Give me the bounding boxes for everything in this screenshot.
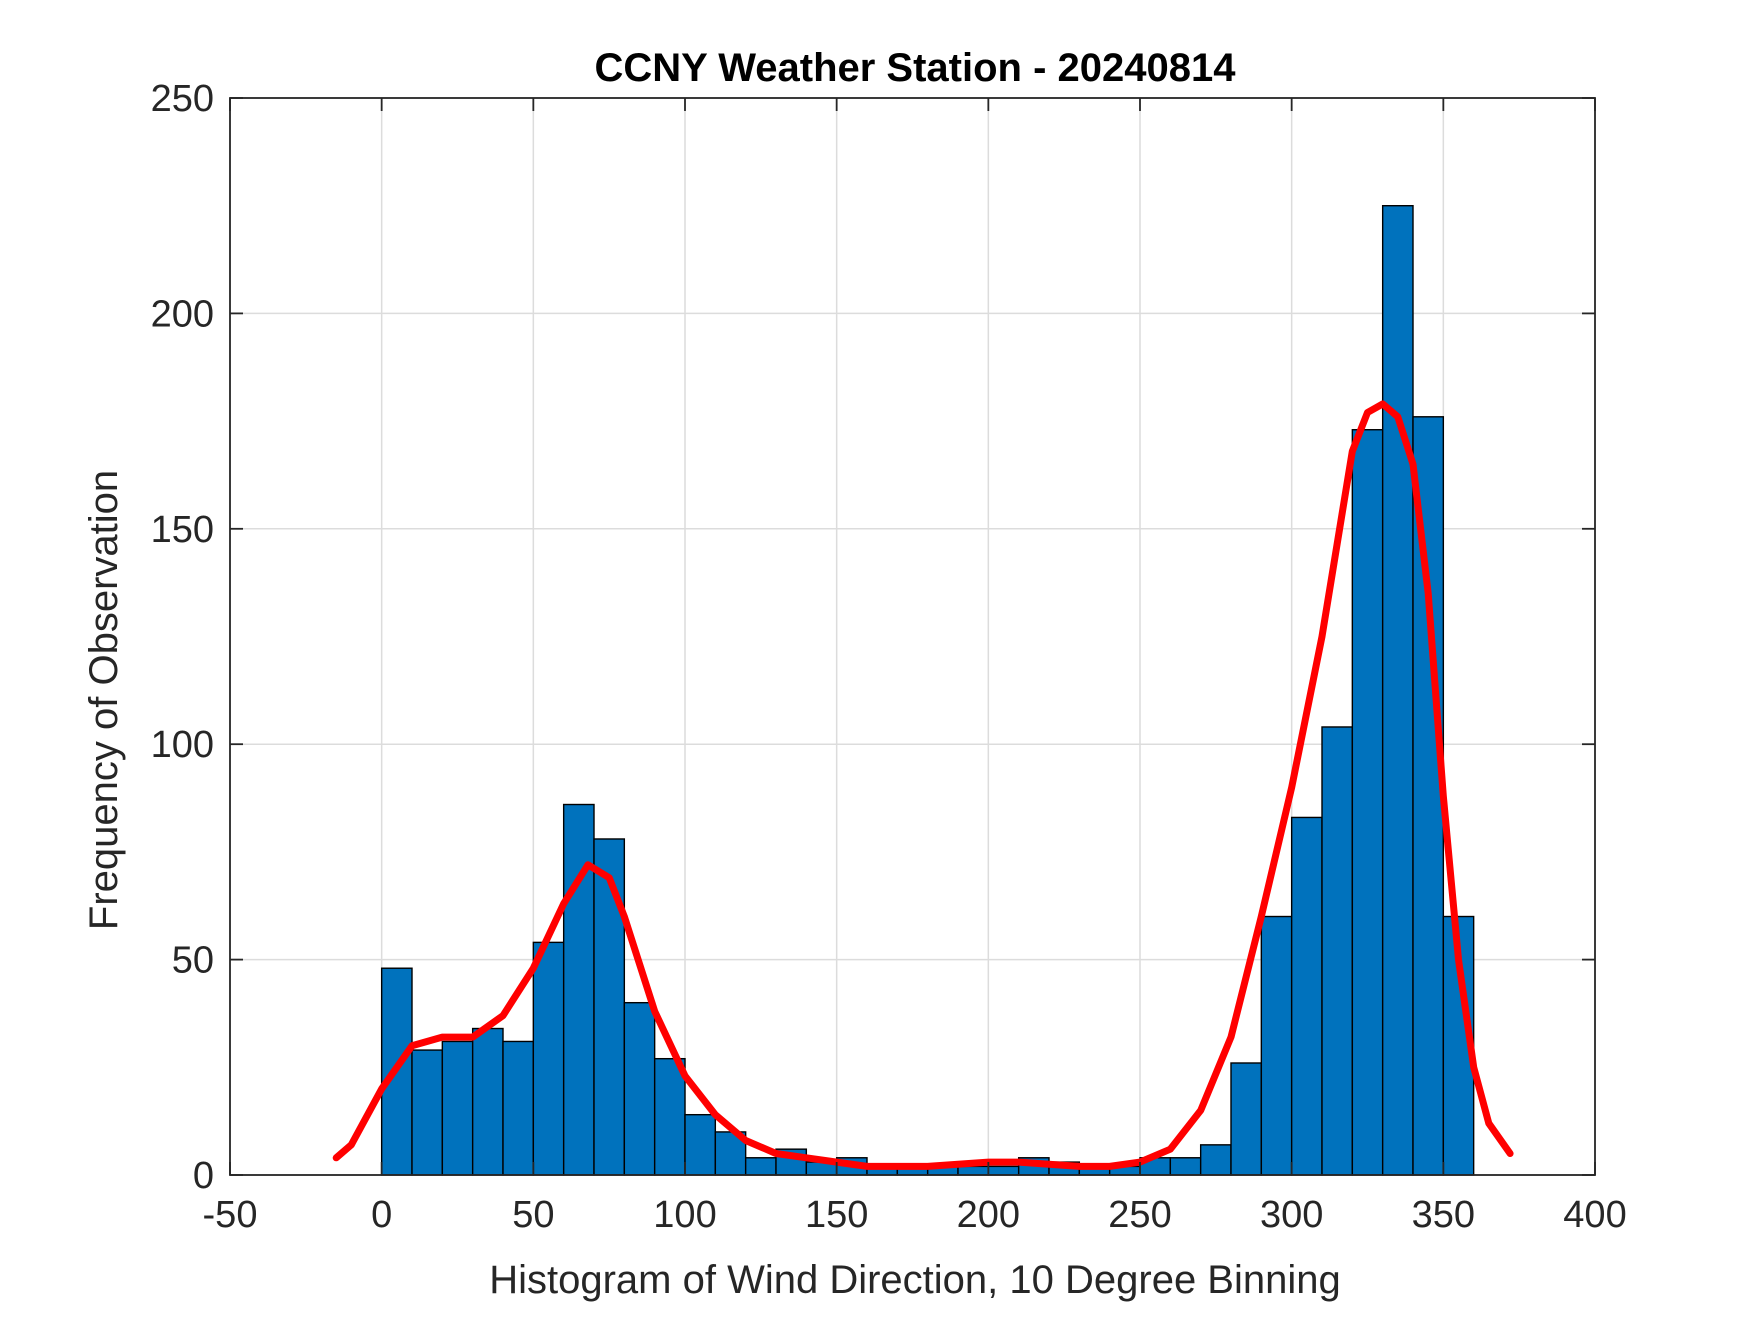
histogram-bar [593,838,626,1176]
histogram-bar [623,1001,656,1176]
histogram-bar [411,1049,444,1176]
histogram-bar [1230,1062,1263,1176]
histogram-bar [1290,816,1323,1176]
x-tick-label: 400 [1563,1194,1626,1236]
histogram-bar [987,1165,1020,1176]
histogram-bar [653,1057,686,1176]
y-tick-label: 150 [151,509,214,551]
x-tick-label: 100 [653,1194,716,1236]
x-tick-label: 200 [957,1194,1020,1236]
density-curve-layer [332,400,1514,1170]
x-tick-label: 0 [371,1194,392,1236]
density-curve-line [332,400,1514,1170]
histogram-bar [1381,204,1414,1176]
histogram-bar [744,1157,777,1176]
histogram-bar [1321,726,1354,1176]
histogram-bar [532,941,565,1176]
x-tick-label: -50 [203,1194,258,1236]
x-tick-label: 50 [512,1194,554,1236]
x-tick-label: 300 [1260,1194,1323,1236]
histogram-bar [1351,429,1384,1176]
histogram-bar [502,1040,535,1176]
histogram-bar [957,1165,990,1176]
x-tick-label: 250 [1108,1194,1171,1236]
axes [229,97,1596,1176]
histogram-bar [441,1040,474,1176]
y-axis-label: Frequency of Observation [82,470,126,930]
y-tick-label: 0 [193,1155,214,1197]
x-tick-label: 350 [1412,1194,1475,1236]
y-tick-label: 50 [172,940,214,982]
y-tick-label: 200 [151,293,214,335]
y-tick-label: 100 [151,724,214,766]
histogram-bar [1169,1157,1202,1176]
axes-box [229,97,1596,1176]
histogram-bar [471,1027,504,1176]
histogram-bar [1199,1144,1232,1176]
y-tick-label: 250 [151,78,214,120]
x-tick-label: 150 [805,1194,868,1236]
chart-title: CCNY Weather Station - 20240814 [595,46,1237,90]
x-axis-label: Histogram of Wind Direction, 10 Degree B… [489,1258,1341,1302]
histogram-bars [380,204,1475,1176]
histogram-bar [562,803,595,1176]
histogram-bar [1260,915,1293,1176]
tick-labels: -50 0 50 100 150 200 250 300 350 4000501001502002… [151,78,1627,1236]
histogram-bar [684,1113,717,1176]
